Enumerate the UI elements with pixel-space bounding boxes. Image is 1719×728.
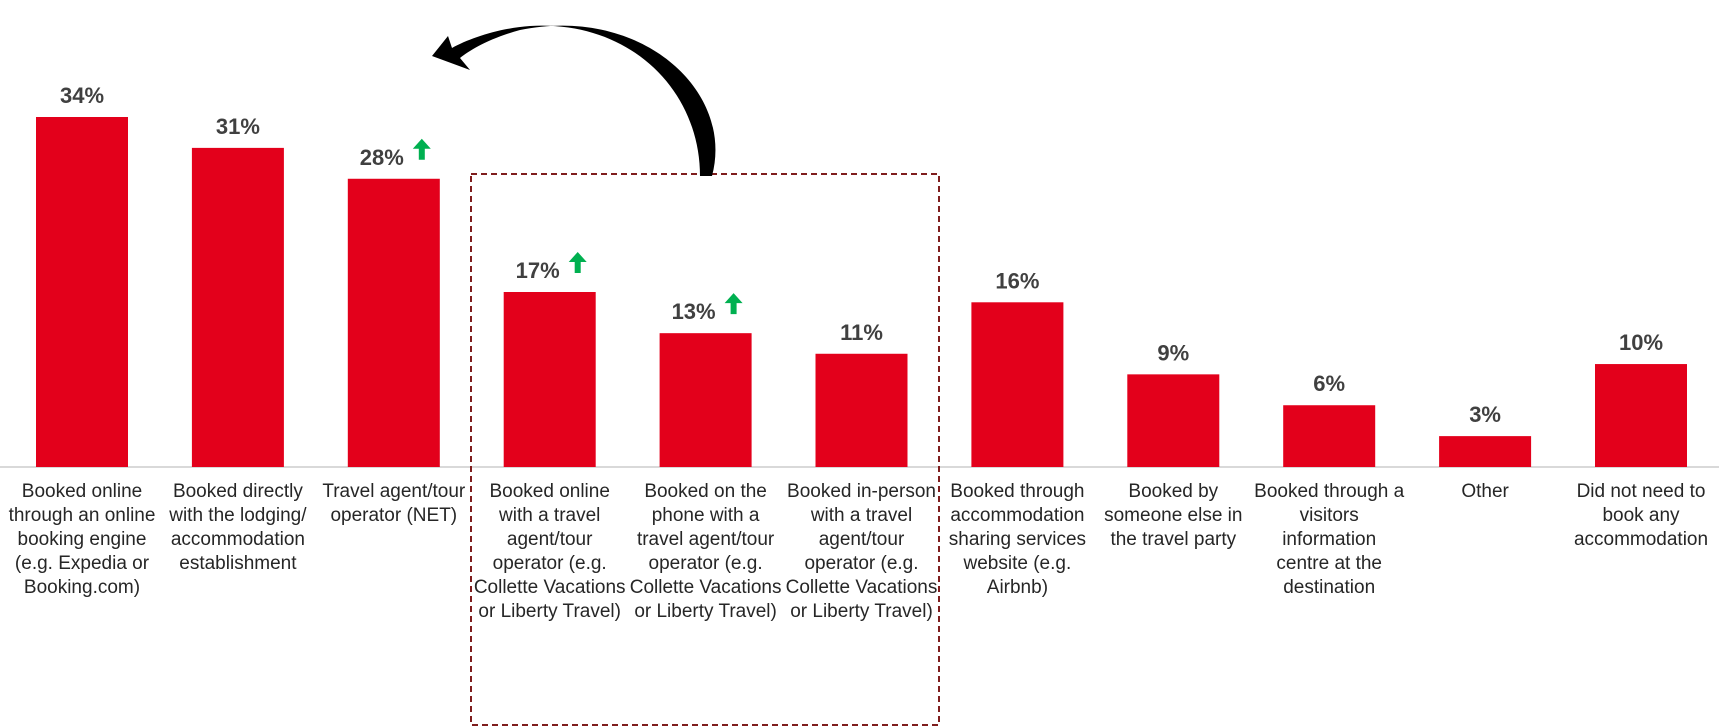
value-label: 6%: [1313, 371, 1345, 396]
bar: [1595, 364, 1687, 467]
bar: [971, 302, 1064, 467]
bar: [347, 178, 440, 467]
bar: [659, 333, 752, 467]
increase-arrow: [724, 293, 743, 315]
value-label: 31%: [216, 114, 260, 139]
x-tick-label: Booked on the phone with a travel agent/…: [629, 481, 782, 622]
value-label: 10%: [1619, 330, 1663, 355]
x-tick-label: Booked through a visitors information ce…: [1254, 481, 1405, 598]
value-label: 3%: [1469, 402, 1501, 427]
x-tick-label: Booked online with a travel agent/tour o…: [473, 481, 626, 622]
bar: [1439, 436, 1532, 467]
x-tick-label: Booked directly with the lodging/ accomm…: [169, 481, 307, 574]
curved-arrow: [432, 25, 716, 176]
bar: [36, 117, 128, 467]
increase-arrow: [412, 138, 431, 160]
value-label: 28%: [360, 145, 404, 170]
bar: [503, 292, 596, 467]
value-label: 13%: [672, 299, 716, 324]
bar: [815, 353, 908, 467]
value-label: 34%: [60, 83, 104, 108]
value-label: 11%: [840, 320, 883, 345]
x-tick-label: Booked in-person with a travel agent/tou…: [785, 481, 938, 622]
x-tick-label: Booked by someone else in the travel par…: [1104, 481, 1243, 550]
increase-arrow: [568, 252, 587, 273]
x-tick-label: Travel agent/tour operator (NET): [322, 481, 466, 526]
value-label: 9%: [1157, 340, 1189, 365]
x-tick-label: Did not need to book any accommodation: [1573, 481, 1709, 550]
x-tick-label: Other: [1461, 481, 1509, 502]
bar: [1283, 405, 1376, 467]
x-tick-label: Booked online through an online booking …: [8, 481, 156, 598]
bar: [191, 147, 284, 467]
value-label: 17%: [516, 258, 560, 283]
value-label: 16%: [995, 268, 1039, 293]
bar: [1127, 374, 1220, 467]
x-tick-label: Booked through accommodation sharing ser…: [948, 481, 1087, 598]
